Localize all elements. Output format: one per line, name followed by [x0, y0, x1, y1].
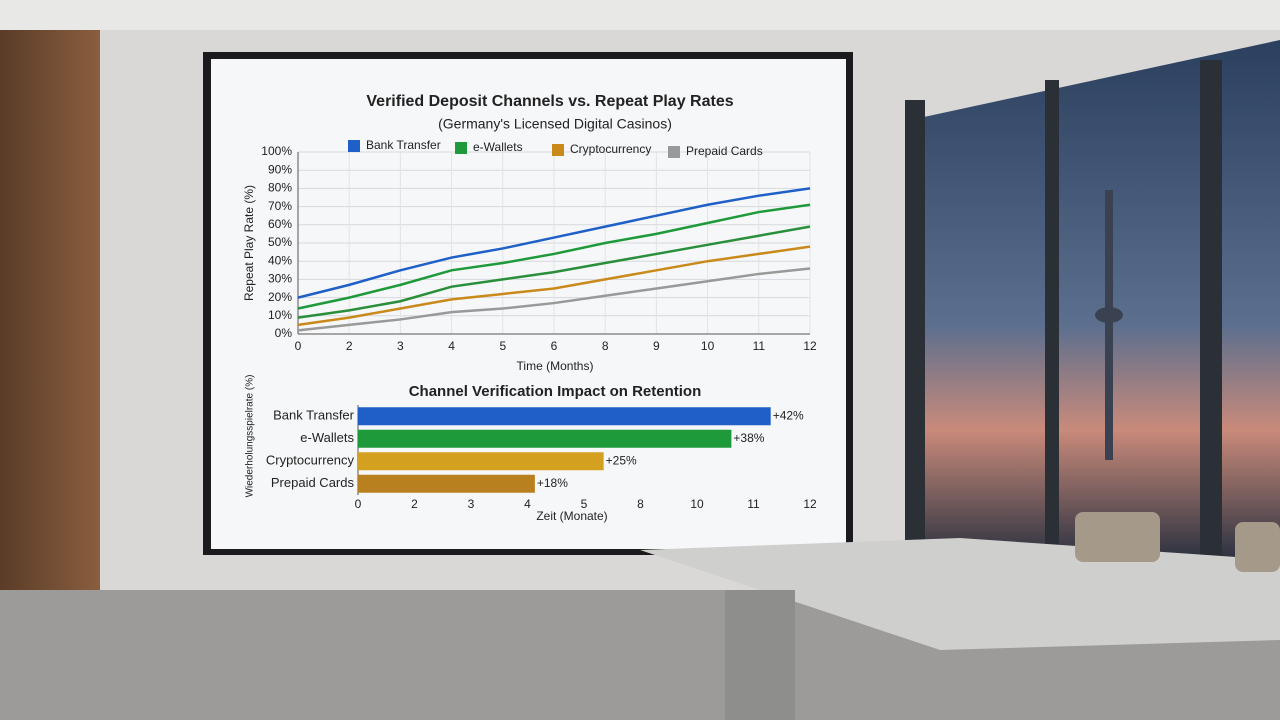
x-tick-label: 8 [602, 339, 609, 353]
legend-swatch [668, 146, 680, 158]
y-tick-label: 30% [268, 272, 292, 286]
y-tick-label: 20% [268, 290, 292, 304]
table-leg [725, 590, 795, 720]
x-tick-label: 5 [499, 339, 506, 353]
ceiling [0, 0, 1280, 30]
tower [1105, 190, 1113, 460]
series-line [297, 225, 811, 319]
x-axis-text: 10 [690, 497, 704, 511]
x-tick-label: 6 [551, 339, 558, 353]
y-tick-label: 100% [261, 144, 292, 158]
value-label: +42% [773, 408, 804, 422]
value-label: +18% [537, 476, 568, 490]
y-tick-label: 40% [268, 253, 292, 267]
series-line [297, 187, 811, 299]
y-axis-label: Repeat Play Rate (%) [242, 185, 256, 301]
y-tick-label: 90% [268, 162, 292, 176]
x-tick-label: 2 [346, 339, 353, 353]
series-line [297, 245, 811, 327]
legend-label: Prepaid Cards [686, 144, 763, 158]
x-axis-label: Zeit (Monate) [536, 509, 607, 523]
x-tick-label: 11 [753, 339, 766, 353]
chart-subtitle: (Germany's Licensed Digital Casinos) [438, 116, 672, 132]
charts: Verified Deposit Channels vs. Repeat Pla… [242, 93, 817, 523]
y-tick-label: Bank Transfer [273, 408, 355, 423]
y-tick-label: 70% [268, 199, 292, 213]
chart-title: Channel Verification Impact on Retention [409, 383, 702, 400]
x-axis-text: 2 [411, 497, 418, 511]
bar [358, 452, 604, 471]
value-label: +25% [606, 453, 637, 467]
legend-swatch [552, 144, 564, 156]
x-tick-label: 9 [653, 339, 660, 353]
x-axis-text: 8 [637, 497, 644, 511]
y-tick-label: 50% [268, 235, 292, 249]
x-axis-text: 5 [581, 497, 588, 511]
x-axis-text: 4 [524, 497, 531, 511]
y-tick-label: Prepaid Cards [271, 475, 355, 490]
x-tick-label: 4 [448, 339, 455, 353]
x-tick-label: 0 [295, 339, 302, 353]
y-tick-label: 0% [275, 326, 293, 340]
chair [1235, 522, 1280, 572]
y-axis-label: Wiederholungsspielrate (%) [245, 375, 256, 498]
x-axis-text: 12 [803, 497, 817, 511]
bar [358, 429, 732, 448]
x-axis-text: 3 [468, 497, 475, 511]
legend-label: Bank Transfer [366, 138, 441, 152]
x-tick-label: 3 [397, 339, 404, 353]
x-tick-label: 10 [701, 339, 715, 353]
x-axis-label: Time (Months) [517, 359, 594, 373]
bar [358, 407, 771, 426]
y-tick-label: 60% [268, 217, 292, 231]
series-line [297, 267, 811, 332]
legend-swatch [455, 142, 467, 154]
x-tick-label: 12 [803, 339, 817, 353]
legend-swatch [348, 140, 360, 152]
legend-label: Cryptocurrency [570, 142, 651, 156]
y-tick-label: Cryptocurrency [266, 453, 355, 468]
y-tick-label: e-Wallets [300, 430, 354, 445]
bar [358, 474, 535, 493]
tower-sphere [1095, 307, 1123, 323]
wood-panel [0, 0, 100, 600]
window [910, 40, 1280, 560]
window-frame [905, 100, 925, 570]
chair [1075, 512, 1160, 562]
x-axis-text: 11 [747, 497, 760, 511]
window-frame [1200, 60, 1222, 560]
window-frame [1045, 80, 1059, 560]
table [640, 538, 1280, 650]
series-line [297, 203, 811, 310]
y-tick-label: 80% [268, 181, 292, 195]
value-label: +38% [733, 431, 764, 445]
chart-title: Verified Deposit Channels vs. Repeat Pla… [366, 93, 733, 110]
legend-label: e-Wallets [473, 140, 523, 154]
x-axis-text: 0 [355, 497, 362, 511]
y-tick-label: 10% [268, 308, 292, 322]
